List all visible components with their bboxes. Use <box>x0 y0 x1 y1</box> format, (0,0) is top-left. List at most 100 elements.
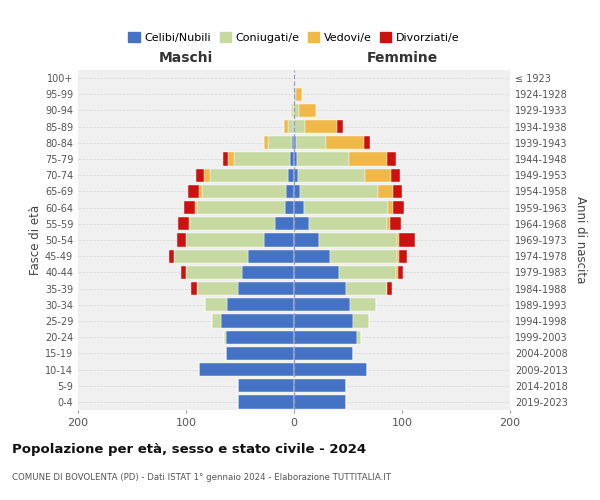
Bar <box>394 201 404 214</box>
Bar <box>294 201 304 214</box>
Bar <box>294 152 297 166</box>
Bar <box>210 168 287 182</box>
Bar <box>238 396 294 408</box>
Bar <box>304 201 388 214</box>
Bar <box>290 152 294 166</box>
Bar <box>294 298 350 312</box>
Bar <box>228 152 233 166</box>
Bar <box>399 250 407 263</box>
Bar <box>319 234 397 246</box>
Bar <box>388 201 394 214</box>
Bar <box>394 185 402 198</box>
Bar <box>346 282 387 295</box>
Bar <box>205 298 227 312</box>
Bar <box>387 217 390 230</box>
Legend: Celibi/Nubili, Coniugati/e, Vedovi/e, Divorziati/e: Celibi/Nubili, Coniugati/e, Vedovi/e, Di… <box>124 28 464 48</box>
Bar <box>227 298 294 312</box>
Bar <box>212 314 221 328</box>
Bar <box>298 168 365 182</box>
Bar <box>264 234 294 246</box>
Text: Maschi: Maschi <box>159 51 213 65</box>
Bar <box>398 266 403 279</box>
Bar <box>294 104 299 117</box>
Bar <box>391 168 400 182</box>
Bar <box>226 346 294 360</box>
Bar <box>397 234 399 246</box>
Bar <box>356 330 361 344</box>
Bar <box>294 379 346 392</box>
Bar <box>174 250 248 263</box>
Bar <box>297 152 349 166</box>
Bar <box>202 185 286 198</box>
Bar <box>364 136 370 149</box>
Bar <box>294 136 296 149</box>
Bar <box>226 330 294 344</box>
Bar <box>268 136 292 149</box>
Bar <box>294 330 356 344</box>
Bar <box>294 234 319 246</box>
Bar <box>194 201 197 214</box>
Bar <box>378 185 394 198</box>
Bar <box>294 282 346 295</box>
Bar <box>169 250 174 263</box>
Bar <box>275 217 294 230</box>
Bar <box>196 168 205 182</box>
Bar <box>365 168 391 182</box>
Bar <box>190 217 275 230</box>
Bar <box>299 104 316 117</box>
Bar <box>309 217 387 230</box>
Bar <box>350 298 376 312</box>
Bar <box>287 168 294 182</box>
Bar <box>286 185 294 198</box>
Bar <box>186 266 242 279</box>
Bar <box>178 217 189 230</box>
Bar <box>205 168 210 182</box>
Bar <box>305 120 337 134</box>
Bar <box>337 120 343 134</box>
Bar <box>199 185 202 198</box>
Bar <box>189 217 190 230</box>
Bar <box>197 201 286 214</box>
Bar <box>186 234 264 246</box>
Bar <box>301 185 378 198</box>
Bar <box>294 396 346 408</box>
Bar <box>349 152 387 166</box>
Bar <box>294 363 367 376</box>
Bar <box>294 217 309 230</box>
Bar <box>399 234 415 246</box>
Bar <box>181 266 186 279</box>
Bar <box>294 120 305 134</box>
Bar <box>294 88 296 101</box>
Bar <box>242 266 294 279</box>
Bar <box>178 234 186 246</box>
Bar <box>221 314 294 328</box>
Bar <box>291 104 292 117</box>
Bar <box>292 104 294 117</box>
Bar <box>287 120 293 134</box>
Bar <box>188 185 199 198</box>
Bar <box>238 379 294 392</box>
Y-axis label: Anni di nascita: Anni di nascita <box>574 196 587 284</box>
Bar <box>292 136 294 149</box>
Bar <box>199 363 294 376</box>
Bar <box>340 266 395 279</box>
Bar <box>233 152 290 166</box>
Bar <box>296 136 326 149</box>
Bar <box>294 168 298 182</box>
Bar <box>293 120 294 134</box>
Bar <box>390 217 401 230</box>
Text: Popolazione per età, sesso e stato civile - 2024: Popolazione per età, sesso e stato civil… <box>12 442 366 456</box>
Bar <box>294 250 329 263</box>
Bar <box>248 250 294 263</box>
Bar <box>387 282 392 295</box>
Bar <box>224 330 226 344</box>
Bar <box>397 250 399 263</box>
Text: Femmine: Femmine <box>367 51 437 65</box>
Bar <box>284 120 287 134</box>
Y-axis label: Fasce di età: Fasce di età <box>29 205 42 275</box>
Bar <box>286 201 294 214</box>
Bar <box>326 136 364 149</box>
Text: COMUNE DI BOVOLENTA (PD) - Dati ISTAT 1° gennaio 2024 - Elaborazione TUTTITALIA.: COMUNE DI BOVOLENTA (PD) - Dati ISTAT 1°… <box>12 472 391 482</box>
Bar <box>294 266 340 279</box>
Bar <box>353 314 368 328</box>
